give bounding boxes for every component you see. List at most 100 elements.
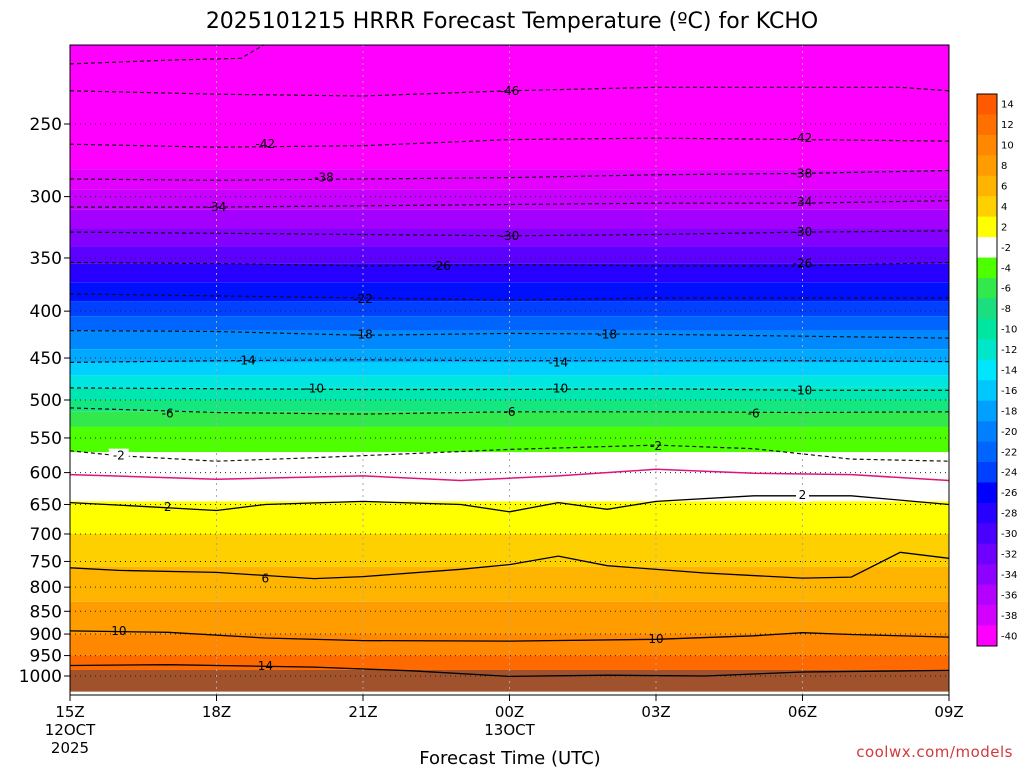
colorbar-label-10: -8 [1001, 304, 1011, 315]
grid-lines [70, 45, 949, 695]
colorbar-label-3: 8 [1001, 161, 1007, 172]
contour-labels: -50-46-42 -42-38 -38-34 -34-30 -30-26 -26-22-… [108, 34, 813, 673]
colorbar-swatch-23 [977, 564, 997, 585]
contour-label-30: 14 [258, 659, 273, 673]
colorbar-swatch-8 [977, 257, 997, 279]
contour-label-17: -10 [304, 382, 324, 396]
colorbar-label-0: 14 [1001, 100, 1014, 111]
contour-label-4: -38 [314, 171, 334, 185]
colorbar-label-9: -6 [1001, 284, 1011, 295]
x-tick-06Z: 06Z [788, 703, 817, 721]
y-tick-550: 550 [30, 429, 62, 449]
contour-label-bg-26 [796, 488, 809, 503]
x-tick-21Z: 21Z [348, 703, 377, 721]
colorbar-frame [976, 93, 998, 647]
contour-label-14: -18 [597, 327, 617, 341]
contour-label-3: -42 [793, 131, 813, 145]
y-tick-600: 600 [30, 464, 62, 484]
contour-label-23: -2 [113, 449, 125, 463]
y-tick-250: 250 [30, 115, 62, 135]
colorbar-label-11: -10 [1001, 325, 1017, 336]
y-tick-850: 850 [30, 602, 62, 622]
contour-label-26: 2 [799, 488, 807, 502]
y-tick-1000: 1000 [19, 667, 62, 687]
colorbar-swatch-24 [977, 584, 997, 606]
colorbar-swatch-16 [977, 421, 997, 442]
x-tick-09Z: 09Z [934, 703, 963, 721]
x-tick-00Z: 00Z [495, 703, 524, 721]
colorbar-label-25: -38 [1001, 611, 1017, 622]
colorbar-swatch-17 [977, 441, 997, 463]
contour-label-27: 6 [262, 572, 270, 586]
contour-label-21: -6 [504, 405, 516, 419]
contour-label-6: -34 [207, 200, 227, 214]
y-tick-950: 950 [30, 647, 62, 667]
colorbar-label-17: -22 [1001, 447, 1017, 458]
y-tick-500: 500 [30, 391, 62, 411]
contour-label-25: 2 [164, 500, 172, 514]
contour-label-20: -6 [162, 406, 174, 420]
colorbar-swatch-18 [977, 462, 997, 483]
temp-band-23 [70, 634, 949, 656]
colorbar-label-4: 6 [1001, 182, 1007, 193]
contour-label-11: -26 [793, 257, 813, 271]
colorbar-swatch-4 [977, 175, 997, 197]
contour-label-2: -42 [256, 137, 276, 151]
contour-label-8: -30 [500, 229, 520, 243]
contour-label-19: -10 [793, 383, 813, 397]
contour-lines [70, 45, 949, 678]
x-tick-date-15Z: 12OCT [45, 721, 96, 739]
colorbar-swatch-3 [977, 155, 997, 177]
colorbar-label-13: -14 [1001, 366, 1017, 377]
colorbar-swatch-5 [977, 196, 997, 217]
colorbar-swatch-6 [977, 216, 997, 238]
colorbar-swatch-11 [977, 318, 997, 340]
y-tick-900: 900 [30, 625, 62, 645]
contour-label-1: -46 [500, 84, 520, 98]
temp-band-8 [70, 301, 949, 317]
colorbar-label-1: 12 [1001, 120, 1014, 131]
contour-label-22: -6 [748, 406, 760, 420]
credit-text[interactable]: coolwx.com/models [856, 743, 1013, 761]
contour-label-28: 10 [111, 624, 126, 638]
y-tick-650: 650 [30, 495, 62, 515]
y-tick-750: 750 [30, 552, 62, 572]
y-tick-350: 350 [30, 249, 62, 269]
x-tick-18Z: 18Z [202, 703, 231, 721]
contour-label-5: -38 [793, 166, 813, 180]
y-axis: 250 300 350 400 450 500 550 600 650 700 750 800 850 9… [19, 115, 70, 687]
temp-band-19 [70, 501, 949, 534]
temp-band-22 [70, 601, 949, 635]
y-tick-700: 700 [30, 525, 62, 545]
contour--50 [70, 45, 265, 65]
colorbar-label-22: -32 [1001, 550, 1017, 561]
temp-band-11 [70, 349, 949, 363]
colorbar-swatch-15 [977, 400, 997, 422]
colorbar-label-24: -36 [1001, 590, 1017, 601]
contour-label-7: -34 [793, 195, 813, 209]
y-tick-450: 450 [30, 349, 62, 369]
x-axis-label: Forecast Time (UTC) [419, 748, 600, 768]
colorbar-swatch-9 [977, 278, 997, 299]
y-tick-300: 300 [30, 188, 62, 208]
colorbar-label-23: -34 [1001, 570, 1017, 581]
colorbar-label-8: -4 [1001, 263, 1011, 274]
temp-band-6 [70, 263, 949, 283]
y-tick-800: 800 [30, 578, 62, 598]
colorbar-label-16: -20 [1001, 427, 1017, 438]
contour-2 [70, 495, 949, 513]
colorbar-swatch-10 [977, 298, 997, 320]
contour-label-bg-23 [108, 448, 129, 463]
colorbar-label-15: -18 [1001, 406, 1017, 417]
contour-label-13: -18 [353, 327, 373, 341]
colorbar-swatch-20 [977, 502, 997, 524]
colorbar: 14 12 10 8 6 4 2 -2 -4 -6 -8 -10 -12 -14 -16 -18 -20 -22 -… [976, 93, 1017, 647]
contour-label-12: -22 [353, 292, 373, 306]
x-tick-03Z: 03Z [641, 703, 670, 721]
x-tick-year-15Z: 2025 [51, 739, 89, 757]
colorbar-swatch-13 [977, 359, 997, 381]
colorbar-label-6: 2 [1001, 222, 1007, 233]
freezing-line [70, 468, 949, 482]
contour-label-0: -50 [597, 34, 617, 48]
